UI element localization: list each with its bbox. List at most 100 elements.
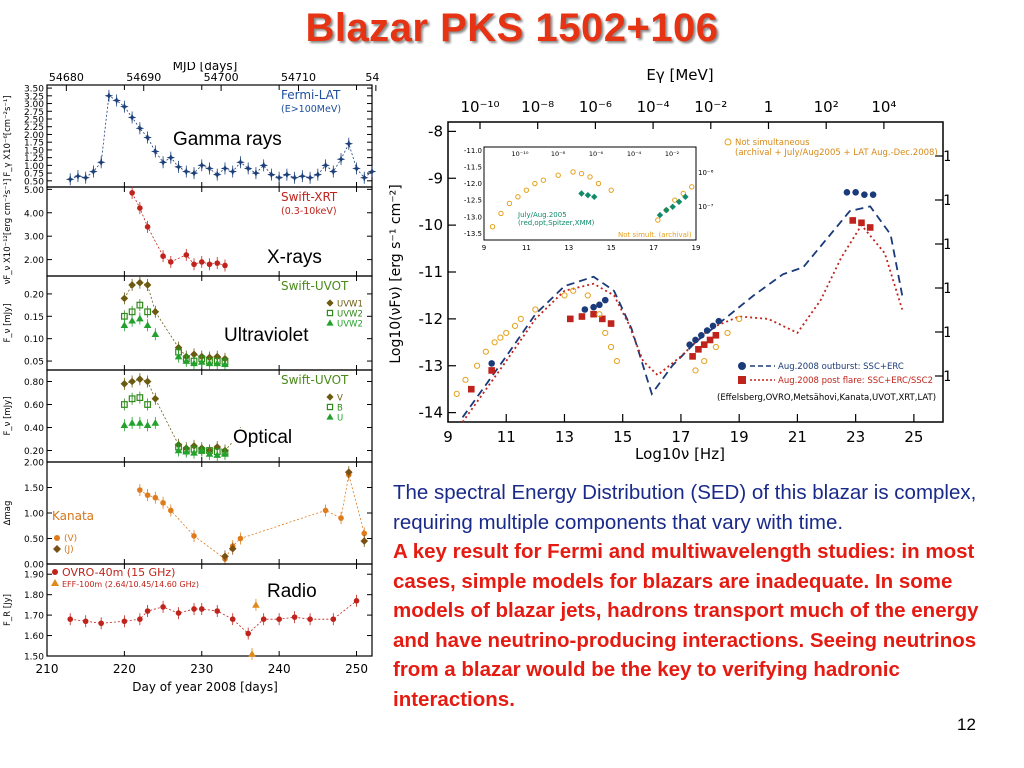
data-point <box>183 252 190 258</box>
inset-data-point <box>663 206 670 214</box>
x-tick-label: 250 <box>345 662 368 676</box>
sed-inset: 9 11 13 15 17 19 -11.0 -11.5 -12.0 -12.5 -13.0 -13.… <box>464 146 714 252</box>
sed-x-tick-label: 9 <box>443 428 453 446</box>
inset-data-point <box>595 180 602 187</box>
data-point <box>144 308 151 316</box>
y-tick-label: 2.25 <box>24 123 44 133</box>
data-point <box>143 281 152 289</box>
data-point <box>120 312 128 320</box>
sed-top-axis-label: Eγ [MeV] <box>646 66 713 84</box>
sed-data-point <box>599 315 606 323</box>
sed-data-point <box>706 336 714 344</box>
sed-data-point <box>692 367 699 374</box>
legend-marker-eff-100m <box>51 579 59 586</box>
inset-data-point <box>555 172 561 178</box>
series-line-xray <box>131 192 226 266</box>
data-point <box>243 164 253 173</box>
page-number: 12 <box>957 715 976 734</box>
inset-data-point <box>578 170 585 177</box>
data-point <box>360 537 369 545</box>
caption-highlight: A key result for Fermi and multiwaveleng… <box>393 540 979 711</box>
y-tick-label: 0.80 <box>24 378 44 388</box>
data-point <box>212 170 222 179</box>
y-tick-label: 5.00 <box>24 186 44 196</box>
sed-right-tick-label: 10⁻³ <box>943 149 950 165</box>
data-point <box>214 260 221 266</box>
data-point <box>191 606 197 612</box>
data-point <box>274 173 284 182</box>
data-point <box>136 301 144 309</box>
y-tick-label: 0.50 <box>24 535 44 545</box>
data-point <box>307 616 313 622</box>
band-label-xray: X-rays <box>266 247 323 268</box>
data-point <box>160 253 166 259</box>
data-point <box>120 321 129 329</box>
y-tick-label: 2.00 <box>24 459 44 469</box>
data-point <box>160 500 166 506</box>
sed-data-point <box>590 303 597 311</box>
data-point <box>143 421 152 428</box>
sed-legend-marker <box>738 362 746 370</box>
inset-x-tick-label: 13 <box>564 244 573 252</box>
series-line-UVW1 <box>124 282 226 360</box>
data-point <box>168 259 174 265</box>
data-point <box>151 308 160 316</box>
sed-data-point <box>736 315 743 322</box>
inset-x-tick-label: 11 <box>522 244 531 252</box>
data-point <box>151 147 160 156</box>
data-point <box>197 446 206 454</box>
panel-legend-text: Swift-XRT <box>281 190 338 204</box>
legend-item-uvw2: UVW2 <box>337 310 363 320</box>
panel-legend-text: (E>100MeV) <box>281 104 341 115</box>
data-point <box>245 630 251 637</box>
x-tick-label: 220 <box>113 662 136 676</box>
y-tick-label: 0.50 <box>24 177 44 187</box>
series-line-gamma <box>70 95 373 180</box>
y-tick-label: 0.60 <box>24 401 44 411</box>
sed-y-tick-label: -11 <box>419 263 444 281</box>
sed-legend-top-text: Not simultaneous <box>735 138 810 148</box>
inset-data-point <box>570 169 576 175</box>
sed-y-tick-label: -12 <box>419 310 444 328</box>
sed-data-point <box>581 306 589 313</box>
sed-legend-top-text: (archival + July/Aug2005 + LAT Aug.-Dec.… <box>735 148 938 158</box>
sed-data-point <box>602 329 609 337</box>
data-point <box>367 167 377 176</box>
sed-top-tick-label: 1 <box>764 98 774 116</box>
sed-data-point <box>566 315 574 323</box>
data-point <box>104 91 114 101</box>
sed-data-point <box>467 385 475 393</box>
inset-data-point <box>591 193 598 201</box>
sed-x-tick-label: 11 <box>497 428 516 446</box>
legend-marker-u <box>326 413 334 420</box>
data-point <box>330 616 337 622</box>
inset-data-point <box>682 193 689 201</box>
data-point <box>205 359 214 367</box>
y-tick-label: 4.00 <box>24 209 44 219</box>
sed-data-point <box>511 322 519 330</box>
sed-data-point <box>701 357 708 365</box>
series-line-OVRO-40m <box>70 600 357 635</box>
data-point <box>120 401 128 408</box>
y-tick-label: 0.05 <box>24 358 44 368</box>
data-point <box>361 530 368 537</box>
y-tick-label: 0.00 <box>24 561 44 571</box>
y-tick-label: 1.00 <box>24 510 44 520</box>
data-point <box>298 171 307 181</box>
data-point <box>128 419 136 426</box>
panel-legend-text: Fermi-LAT <box>281 88 341 102</box>
data-point <box>213 359 222 367</box>
y-tick-label: 1.50 <box>24 653 44 663</box>
legend-marker-ovro-40m <box>52 569 58 575</box>
y-tick-label: 1.25 <box>24 154 44 164</box>
data-point <box>251 168 261 178</box>
sed-data-point <box>715 317 723 325</box>
sed-data-point <box>453 390 460 397</box>
panel-legend-text: EFF-100m (2.64/10.45/14.60 GHz) <box>62 580 199 589</box>
data-point <box>214 608 221 614</box>
data-point <box>137 205 143 211</box>
y-tick-label: 3.50 <box>24 85 44 95</box>
sed-data-point <box>462 376 469 383</box>
data-point <box>81 173 90 182</box>
panel-legend-text: Swift-UVOT <box>281 373 349 387</box>
